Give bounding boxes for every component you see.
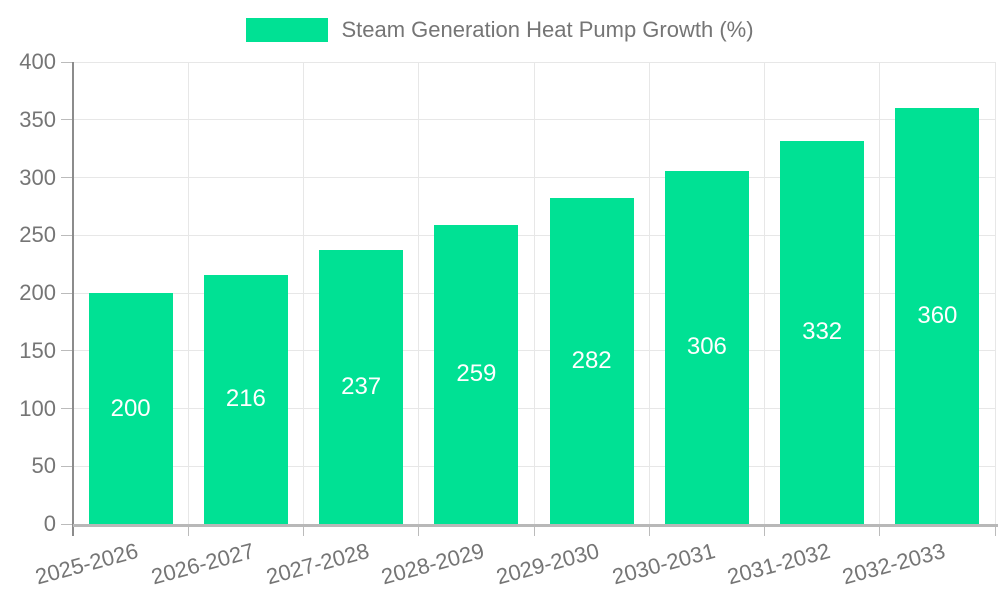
y-tick-label: 150 <box>19 337 56 363</box>
bar: 216 <box>203 274 288 524</box>
x-gridline <box>764 62 765 524</box>
bar: 282 <box>549 198 634 524</box>
y-tick-mark <box>61 465 73 467</box>
bar: 306 <box>664 170 749 524</box>
bar-value-label: 200 <box>110 394 151 422</box>
legend-item[interactable]: Steam Generation Heat Pump Growth (%) <box>246 17 754 43</box>
x-tick-label: 2032-2033 <box>839 538 948 590</box>
bar-value-label: 216 <box>225 385 266 413</box>
x-gridline <box>994 62 996 524</box>
y-tick-mark <box>61 408 73 409</box>
x-tick-label: 2029-2030 <box>493 538 603 590</box>
y-tick-label: 0 <box>43 511 56 536</box>
x-tick-mark <box>303 524 304 536</box>
bar-value-label: 259 <box>456 360 497 388</box>
y-tick-label: 100 <box>19 395 56 421</box>
bar: 237 <box>319 250 404 524</box>
y-tick-label: 350 <box>19 106 56 132</box>
x-tick-label: 2026-2027 <box>148 538 257 590</box>
y-tick-mark <box>61 523 73 525</box>
legend-series-label: Steam Generation Heat Pump Growth (%) <box>341 17 754 42</box>
x-tick-mark <box>187 524 189 536</box>
x-tick-label: 2027-2028 <box>263 538 372 590</box>
x-tick-mark <box>764 524 765 536</box>
y-tick-label: 250 <box>19 222 56 248</box>
x-gridline <box>879 62 881 524</box>
y-tick-label: 200 <box>19 280 56 305</box>
x-gridline <box>418 62 420 524</box>
x-tick-mark <box>648 524 650 536</box>
y-tick-label: 400 <box>19 49 56 74</box>
x-tick-label: 2031-2032 <box>724 538 833 590</box>
bar: 259 <box>434 224 519 524</box>
y-tick-mark <box>61 119 73 121</box>
x-tick-label: 2028-2029 <box>378 538 487 590</box>
y-axis-line <box>72 62 74 536</box>
bar-value-label: 282 <box>571 347 612 375</box>
x-tick-label: 2025-2026 <box>32 538 142 590</box>
x-tick-mark <box>418 524 420 536</box>
y-tick-label: 300 <box>19 164 56 190</box>
y-tick-mark <box>61 61 73 63</box>
y-tick-mark <box>61 350 73 352</box>
x-tick-label: 2030-2031 <box>609 538 718 590</box>
x-tick-mark <box>994 524 996 536</box>
y-tick-mark <box>61 177 73 178</box>
y-tick-mark <box>61 234 73 236</box>
bar-value-label: 360 <box>917 302 958 330</box>
bar: 200 <box>88 293 173 524</box>
bar-value-label: 237 <box>341 373 382 401</box>
x-tick-mark <box>879 524 881 536</box>
bar-value-label: 332 <box>802 318 843 346</box>
x-tick-mark <box>533 524 535 536</box>
y-tick-mark <box>61 292 73 294</box>
x-gridline <box>533 62 535 524</box>
bar: 332 <box>780 140 865 524</box>
x-axis-line <box>73 524 998 527</box>
legend: Steam Generation Heat Pump Growth (%) <box>0 17 1000 43</box>
y-tick-label: 50 <box>31 453 56 479</box>
x-gridline <box>187 62 189 524</box>
x-gridline <box>303 62 304 524</box>
legend-color-swatch <box>246 18 329 42</box>
bar: 360 <box>895 108 980 524</box>
bar-value-label: 306 <box>686 333 727 361</box>
x-gridline <box>648 62 650 524</box>
